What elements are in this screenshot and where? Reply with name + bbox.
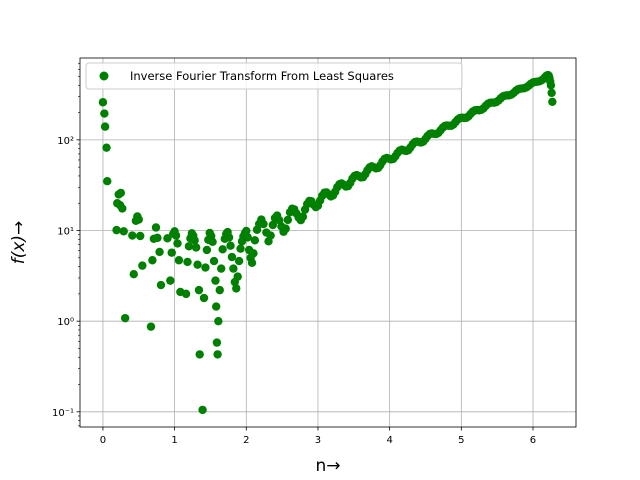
y-tick-label: 10¹ [57,227,74,238]
data-point [211,302,221,311]
legend-box [85,62,463,90]
data-point [208,237,217,247]
y-axis: 10⁻¹ 10⁰ 10¹ 10² [52,62,80,427]
data-point [128,231,137,240]
data-point [136,231,145,241]
data-point [213,350,222,359]
data-point [298,212,308,221]
x-tick-label: 4 [386,435,392,446]
y-tick-label: 10⁰ [57,317,74,328]
data-point [217,264,226,273]
data-point [116,188,126,198]
data-point [548,97,557,107]
data-point [153,233,162,243]
data-point [250,236,260,245]
data-point [155,247,164,257]
data-point [242,226,251,236]
data-point [103,177,112,186]
y-axis-label: f(x)→ [9,221,29,265]
data-point [146,322,156,331]
data-point [119,227,128,236]
data-point [547,88,556,98]
data-point [209,256,219,266]
x-tick-label: 0 [100,435,106,446]
data-point [181,289,191,299]
data-points [98,70,557,415]
data-point [156,280,166,290]
data-point [199,293,209,303]
data-point [194,285,204,295]
x-tick-label: 6 [530,435,536,446]
data-point [233,272,242,281]
data-point [184,242,194,251]
data-point [247,258,257,268]
data-point [229,264,238,273]
data-point [198,405,207,415]
data-point [129,269,138,279]
data-point [102,143,111,152]
data-point [266,231,275,240]
plot-frame [79,57,577,428]
data-point [167,248,176,257]
data-point [183,257,192,267]
data-point [112,225,121,235]
x-tick-label: 2 [243,435,249,446]
x-tick-label: 3 [315,435,321,446]
plot-area [80,58,576,427]
data-point [190,236,199,245]
x-tick-label: 5 [458,435,464,446]
data-point [283,215,293,225]
y-tick-label: 10⁻¹ [52,408,74,419]
data-point [236,244,245,253]
data-point [100,109,109,118]
data-point [212,338,222,347]
x-tick-label: 1 [171,435,177,446]
y-tick-label: 10² [57,136,74,147]
data-point [211,276,220,285]
data-point [259,219,268,229]
data-point [138,261,147,270]
data-point [195,350,204,359]
data-point [234,256,244,266]
data-point [249,249,258,258]
data-point [191,243,201,252]
data-point [166,276,175,285]
data-point [118,204,127,213]
data-point [227,252,237,262]
data-point [193,260,202,269]
data-point [100,122,110,131]
data-point [173,239,182,248]
data-point [98,98,108,107]
x-axis: 0 1 2 3 4 5 6 [100,427,536,446]
data-point [151,223,161,232]
data-point [281,224,290,233]
x-axis-label: n→ [315,456,340,476]
data-point [201,263,210,272]
legend: Inverse Fourier Transform From Least Squ… [85,62,463,90]
legend-marker [99,71,109,81]
data-point [148,256,157,265]
data-point [214,316,223,326]
data-point [134,215,143,224]
data-point [171,231,181,240]
data-point [243,233,252,242]
data-point [174,256,184,265]
data-point [226,241,235,250]
data-point [224,233,234,242]
data-point [215,285,224,295]
legend-label: Inverse Fourier Transform From Least Squ… [130,69,394,83]
data-point [120,313,130,323]
data-point [546,81,556,90]
data-point [163,234,172,243]
data-point [218,245,227,254]
data-point [202,245,212,255]
data-point [268,220,278,230]
data-point [232,284,241,293]
